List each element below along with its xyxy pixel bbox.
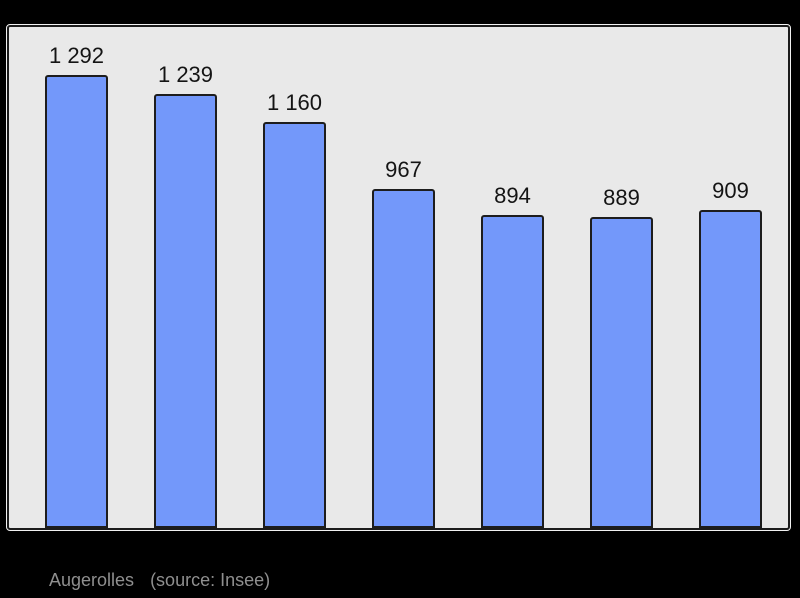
- bar: [263, 121, 326, 528]
- bar-value-label: 894: [494, 182, 531, 208]
- bar-group: 1 160: [240, 27, 349, 528]
- bar-group: 1 239: [131, 27, 240, 528]
- bar: [45, 75, 108, 528]
- plot-area: 1 292 1 239 1 160 967 894 889 909: [6, 24, 791, 531]
- bar: [372, 189, 435, 528]
- bar-value-label: 967: [385, 157, 422, 183]
- caption-source: (source: Insee): [150, 570, 271, 590]
- bar-group: 909: [676, 27, 785, 528]
- bars-row: 1 292 1 239 1 160 967 894 889 909: [22, 27, 785, 528]
- bar: [590, 216, 653, 528]
- bar: [154, 93, 217, 528]
- bar-group: 1 292: [22, 27, 131, 528]
- bar-group: 967: [349, 27, 458, 528]
- bar-value-label: 1 160: [266, 89, 323, 115]
- bar-group: 889: [567, 27, 676, 528]
- bar-value-label: 909: [712, 177, 749, 203]
- caption-commune-name: Augerolles: [49, 570, 135, 590]
- bar: [481, 214, 544, 528]
- bar-group: 894: [458, 27, 567, 528]
- bar-value-label: 889: [603, 184, 640, 210]
- bar-value-label: 1 239: [157, 61, 214, 87]
- bar: [699, 209, 762, 528]
- bar-value-label: 1 292: [48, 43, 105, 69]
- caption: Augerolles (source: Insee): [49, 570, 270, 590]
